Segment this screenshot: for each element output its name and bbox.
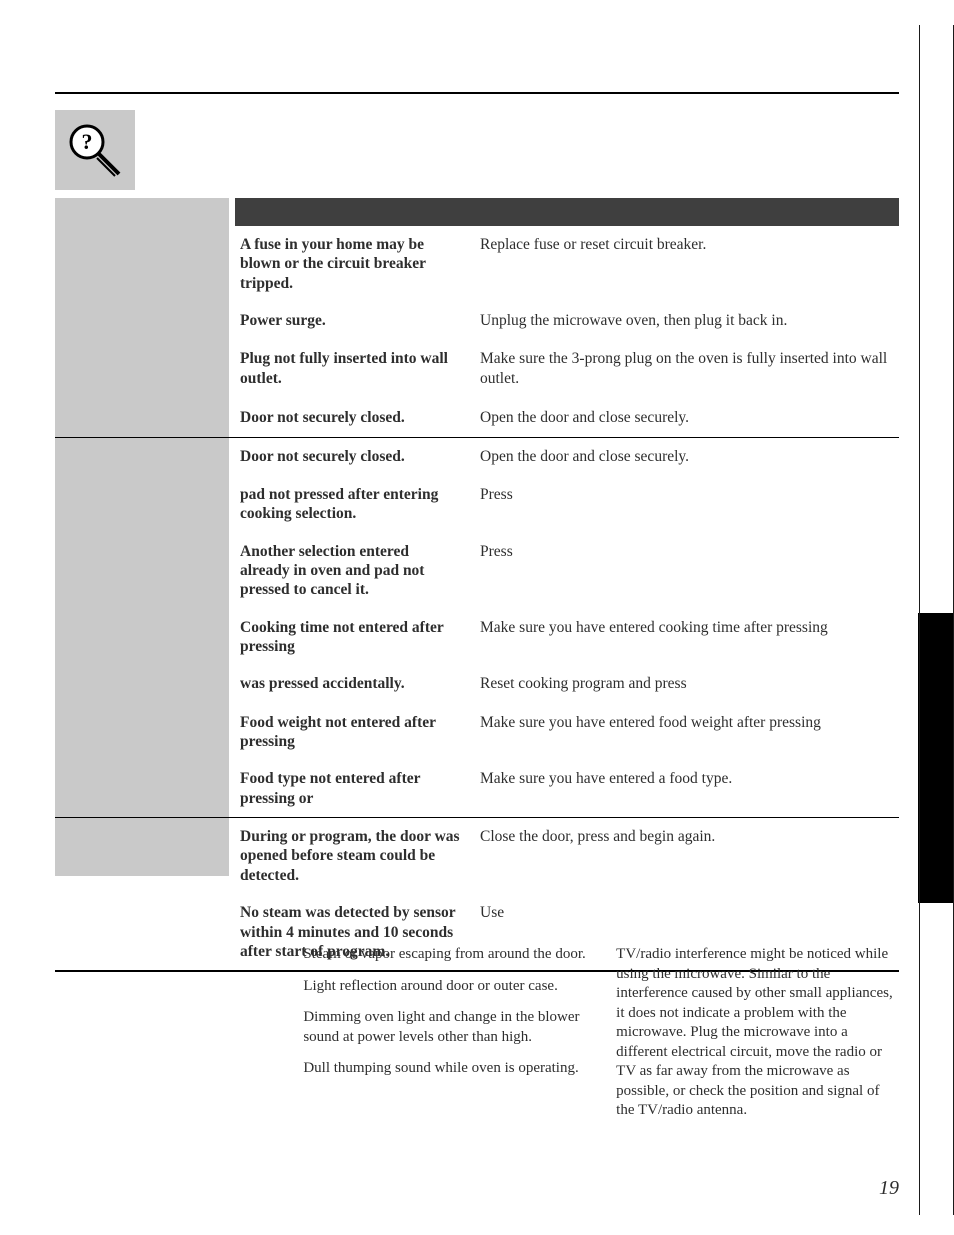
table-row: Food weight not entered after pressingMa… (55, 704, 899, 761)
problem-cell (55, 827, 240, 885)
problem-cell (55, 674, 240, 694)
table-header-right (235, 198, 899, 226)
normal-things-notes: Steam or vapor escaping from around the … (55, 945, 899, 1133)
cause-cell: Door not securely closed. (240, 447, 480, 467)
fix-cell: Reset cooking program and press (480, 674, 899, 694)
problem-cell (55, 349, 240, 389)
table-row: Food type not entered after pressing orM… (55, 760, 899, 817)
cause-cell: During or program, the door was opened b… (240, 827, 480, 885)
table-row: Door not securely closed.Open the door a… (55, 438, 899, 476)
note-item: Steam or vapor escaping from around the … (303, 945, 586, 965)
fix-cell: Make sure you have entered a food type. (480, 769, 899, 808)
cause-cell: Door not securely closed. (240, 408, 480, 428)
cause-cell: Another selection entered already in ove… (240, 542, 480, 600)
question-magnifier-icon: ? (55, 110, 135, 190)
note-item: Dimming oven light and change in the blo… (303, 1008, 586, 1047)
svg-text:?: ? (82, 129, 93, 154)
problem-cell (55, 235, 240, 293)
table-row: A fuse in your home may be blown or the … (55, 226, 899, 302)
notes-column-1: Steam or vapor escaping from around the … (303, 945, 586, 1133)
fix-cell: Make sure the 3-prong plug on the oven i… (480, 349, 899, 389)
fix-cell: Open the door and close securely. (480, 447, 899, 467)
page-number: 19 (879, 1177, 899, 1200)
note-item: Dull thumping sound while oven is operat… (303, 1059, 586, 1079)
notes-column-2: TV/radio interference might be noticed w… (616, 945, 899, 1133)
table-row: was pressed accidentally.Reset cooking p… (55, 665, 899, 703)
problem-cell (55, 485, 240, 524)
fix-cell: Close the door, press and begin again. (480, 827, 899, 885)
cause-cell: Power surge. (240, 311, 480, 331)
magnifier-svg: ? (63, 118, 127, 182)
problem-cell (55, 713, 240, 752)
note-item: TV/radio interference might be noticed w… (616, 945, 899, 1121)
cause-cell: pad not pressed after entering cooking s… (240, 485, 480, 524)
fix-cell: Press (480, 485, 899, 524)
cause-cell: Food weight not entered after pressing (240, 713, 480, 752)
problem-cell (55, 408, 240, 428)
table-row: During or program, the door was opened b… (55, 818, 899, 894)
fix-cell: Make sure you have entered food weight a… (480, 713, 899, 752)
table-row: Cooking time not entered after pressingM… (55, 609, 899, 666)
table-group: A fuse in your home may be blown or the … (55, 226, 899, 437)
table-row: Power surge.Unplug the microwave oven, t… (55, 302, 899, 340)
table-group: Door not securely closed.Open the door a… (55, 437, 899, 817)
problem-cell (55, 311, 240, 331)
problem-cell (55, 542, 240, 600)
problem-cell (55, 447, 240, 467)
table-row: Plug not fully inserted into wall outlet… (55, 340, 899, 398)
fix-cell: Replace fuse or reset circuit breaker. (480, 235, 899, 293)
top-rule (55, 92, 899, 94)
cause-cell: A fuse in your home may be blown or the … (240, 235, 480, 293)
problem-cell (55, 769, 240, 808)
fix-cell: Make sure you have entered cooking time … (480, 618, 899, 657)
fix-cell: Open the door and close securely. (480, 408, 899, 428)
fix-cell: Unplug the microwave oven, then plug it … (480, 311, 899, 331)
fix-cell: Press (480, 542, 899, 600)
right-edge-tab (918, 613, 954, 903)
table-header-strip (55, 198, 899, 226)
cause-cell: Plug not fully inserted into wall outlet… (240, 349, 480, 389)
table-row: Another selection entered already in ove… (55, 533, 899, 609)
troubleshooting-table: A fuse in your home may be blown or the … (55, 226, 899, 972)
table-row: pad not pressed after entering cooking s… (55, 476, 899, 533)
table-row: Door not securely closed.Open the door a… (55, 399, 899, 437)
cause-cell: Food type not entered after pressing or (240, 769, 480, 808)
cause-cell: Cooking time not entered after pressing (240, 618, 480, 657)
right-frame-line-inner (919, 25, 920, 1215)
cause-cell: was pressed accidentally. (240, 674, 480, 694)
note-item: Light reflection around door or outer ca… (303, 977, 586, 997)
notes-lead-spacer (55, 945, 273, 1133)
problem-cell (55, 618, 240, 657)
table-header-left (55, 198, 229, 226)
